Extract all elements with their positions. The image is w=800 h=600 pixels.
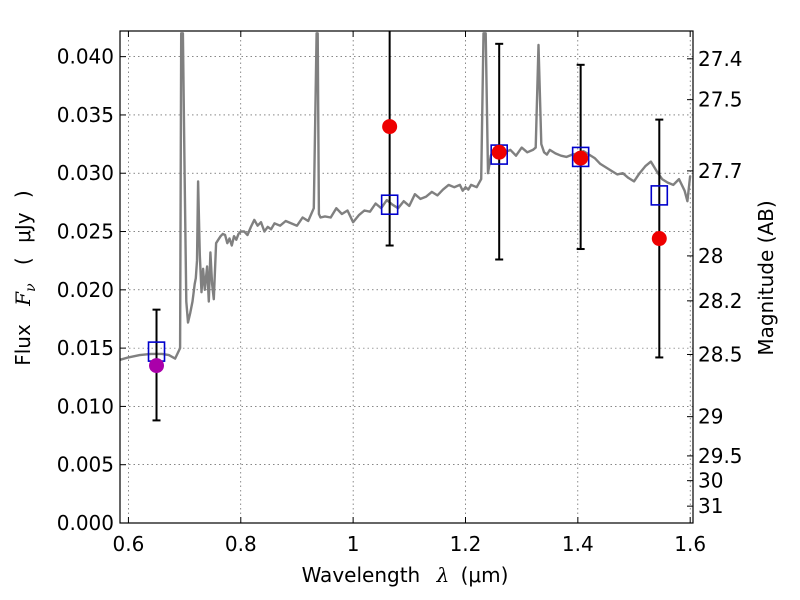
magnitude-tick-label: 27.5 bbox=[698, 88, 743, 112]
y-tick-label: 0.005 bbox=[57, 453, 114, 477]
model-point-square bbox=[650, 185, 669, 206]
y-tick-label: 0.040 bbox=[57, 45, 114, 69]
x-tick-label: 1.2 bbox=[450, 532, 482, 556]
observed-point bbox=[491, 144, 507, 160]
y-tick-label: 0.010 bbox=[57, 394, 114, 418]
y-axis-label-unit: μJy bbox=[11, 212, 35, 243]
x-axis-label-unit: (μm) bbox=[461, 563, 509, 587]
x-axis: 0.6 0.8 1 1.2 1.4 1.6 bbox=[113, 31, 706, 556]
magnitude-tick-label: 28.2 bbox=[698, 289, 743, 313]
observed-points-layer bbox=[149, 119, 667, 374]
magnitude-tick-label: 30 bbox=[698, 469, 723, 493]
x-tick-label: 0.6 bbox=[113, 532, 145, 556]
spectrum-line bbox=[120, 32, 692, 361]
magnitude-tick-label: 27.7 bbox=[698, 159, 743, 183]
observed-point bbox=[573, 150, 589, 166]
y-axis-label-paren-close: ) bbox=[11, 190, 35, 198]
y-axis-label: Flux Fν ( μJy ) bbox=[11, 190, 40, 366]
model-point-square bbox=[380, 194, 399, 216]
y-tick-label: 0.035 bbox=[57, 103, 114, 127]
y-tick-label: 0.000 bbox=[57, 511, 114, 535]
magnitude-tick-label: 29.5 bbox=[698, 444, 743, 468]
x-axis-label: Wavelength λ (μm) bbox=[302, 563, 509, 587]
model-point-square bbox=[571, 146, 590, 168]
plot-frame bbox=[119, 30, 694, 524]
x-tick-label: 0.8 bbox=[225, 532, 257, 556]
errorbar-layer bbox=[152, 31, 664, 422]
magnitude-tick-label: 31 bbox=[698, 494, 723, 518]
magnitude-tick-label: 27.4 bbox=[698, 47, 743, 71]
y-axis: 0.000 0.005 0.010 0.015 0.020 0.025 0.030 0.035… bbox=[57, 45, 126, 535]
x-tick-label: 1 bbox=[347, 532, 360, 556]
x-axis-label-text: Wavelength bbox=[302, 563, 421, 587]
magnitude-tick-label: 28 bbox=[698, 244, 723, 268]
x-tick-label: 1.4 bbox=[562, 532, 594, 556]
y-axis-label-flux: Flux bbox=[11, 324, 35, 366]
model-points-layer bbox=[147, 144, 669, 362]
magnitude-tick-label: 28.5 bbox=[698, 342, 743, 366]
x-axis-label-symbol: λ bbox=[436, 563, 450, 587]
y-tick-label: 0.025 bbox=[57, 220, 114, 244]
y-axis-label-symbol: F bbox=[11, 291, 35, 307]
observed-point bbox=[382, 119, 398, 135]
x-tick-label: 1.6 bbox=[674, 532, 706, 556]
y-axis-label-subscript: ν bbox=[23, 283, 39, 292]
y-tick-label: 0.020 bbox=[57, 278, 114, 302]
observed-point bbox=[149, 358, 165, 374]
magnitude-tick-label: 29 bbox=[698, 405, 723, 429]
magnitude-axis-label: Magnitude (AB) bbox=[754, 200, 778, 355]
y-tick-label: 0.030 bbox=[57, 161, 114, 185]
y-axis-label-paren-open: ( bbox=[11, 257, 35, 265]
observed-point bbox=[651, 231, 667, 247]
spectrum-layer bbox=[120, 32, 692, 361]
y-tick-label: 0.015 bbox=[57, 336, 114, 360]
